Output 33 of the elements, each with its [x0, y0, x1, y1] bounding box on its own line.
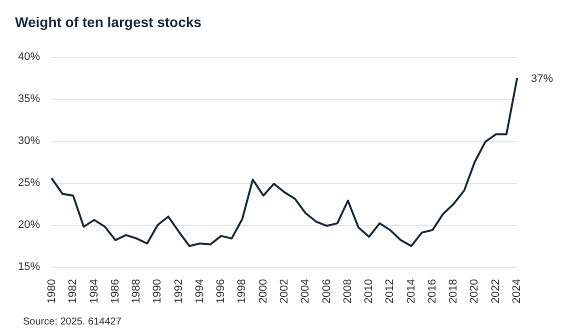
x-tick-label: 2020 — [468, 279, 481, 304]
x-tick-label: 2010 — [363, 279, 376, 304]
x-tick-label: 2018 — [448, 279, 460, 304]
x-tick-label: 2022 — [490, 279, 502, 304]
y-tick-label: 30% — [18, 135, 40, 147]
x-tick-label: 1984 — [88, 279, 100, 304]
line-series — [51, 78, 518, 247]
y-tick-label: 40% — [18, 51, 40, 63]
y-tick-label: 35% — [18, 93, 40, 105]
data-label: 37% — [531, 72, 554, 85]
y-tick-label: 15% — [18, 261, 40, 273]
x-tick-label: 1994 — [194, 279, 206, 304]
chart-title: Weight of ten largest stocks — [15, 14, 202, 30]
x-tick-label: 2014 — [405, 279, 418, 304]
x-tick-label: 1998 — [236, 279, 248, 304]
x-tick-label: 1986 — [109, 279, 122, 304]
x-tick-label: 2016 — [426, 279, 438, 304]
source-note: Source: 2025. 614427 — [23, 316, 122, 328]
x-tick-label: 1982 — [67, 279, 80, 304]
x-tick-label: 2006 — [320, 279, 333, 304]
x-tick-label: 1988 — [130, 279, 143, 304]
x-tick-label: 1996 — [215, 279, 228, 304]
x-tick-label: 1990 — [152, 279, 164, 304]
y-tick-label: 25% — [18, 177, 40, 189]
x-tick-label: 1980 — [46, 279, 58, 304]
x-tick-label: 2008 — [342, 279, 354, 304]
x-tick-label: 2024 — [511, 279, 523, 304]
x-tick-label: 2012 — [384, 279, 396, 304]
x-tick-label: 2004 — [300, 279, 312, 304]
x-tick-label: 2000 — [257, 279, 270, 304]
x-tick-label: 2002 — [278, 279, 290, 304]
y-tick-label: 20% — [18, 219, 40, 231]
x-tick-label: 1992 — [172, 279, 185, 304]
